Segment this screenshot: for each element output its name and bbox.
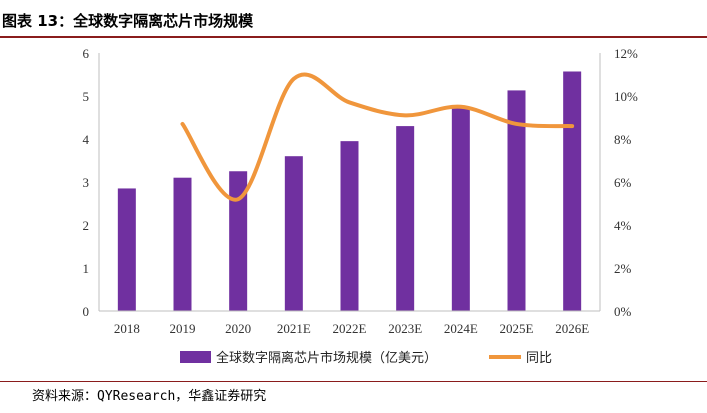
legend: 全球数字隔离芯片市场规模（亿美元） 同比 [180, 350, 552, 366]
figure-title: 图表 13：全球数字隔离芯片市场规模 [2, 12, 254, 30]
bar-2021E [284, 156, 303, 311]
y-left-tick-label: 5 [83, 89, 90, 104]
y-left-tick-label: 0 [83, 304, 90, 319]
yoy-line [180, 72, 575, 202]
x-tick-label: 2018 [114, 321, 140, 336]
footer-rule [0, 381, 707, 382]
bar-2022E [340, 141, 359, 311]
bar-2025E [507, 90, 526, 311]
legend-line-label: 同比 [526, 351, 552, 366]
bar-2019 [173, 177, 192, 311]
y-right-tick-label: 6% [614, 175, 632, 190]
y-left-tick-label: 3 [83, 175, 90, 190]
bar-2018 [117, 188, 136, 311]
x-tick-label: 2025E [500, 321, 534, 336]
source-note: 资料来源：QYResearch，华鑫证券研究 [32, 389, 267, 404]
x-tick-label: 2026E [555, 321, 589, 336]
y-right-tick-label: 2% [614, 261, 632, 276]
bar-2024E [451, 108, 470, 311]
y-right-tick-label: 12% [614, 46, 638, 61]
bar-2020 [229, 171, 248, 311]
y-right-tick-label: 0% [614, 304, 632, 319]
y-left-tick-label: 2 [83, 218, 90, 233]
legend-bar-label: 全球数字隔离芯片市场规模（亿美元） [216, 350, 437, 366]
x-tick-label: 2019 [170, 321, 196, 336]
y-left-tick-label: 1 [83, 261, 90, 276]
bar-2023E [396, 126, 415, 311]
y-right-tick-label: 8% [614, 132, 632, 147]
x-tick-label: 2022E [333, 321, 367, 336]
legend-bar-swatch [180, 351, 211, 363]
title-rule [0, 36, 707, 38]
x-tick-label: 2024E [444, 321, 478, 336]
y-right-tick-label: 4% [614, 218, 632, 233]
bar-2026E [563, 71, 582, 312]
x-tick-label: 2021E [277, 321, 311, 336]
y-left-tick-label: 6 [83, 46, 90, 61]
y-left-tick-label: 4 [83, 132, 90, 147]
x-tick-label: 2020 [225, 321, 251, 336]
x-tick-label: 2023E [388, 321, 422, 336]
y-right-tick-label: 10% [614, 89, 638, 104]
